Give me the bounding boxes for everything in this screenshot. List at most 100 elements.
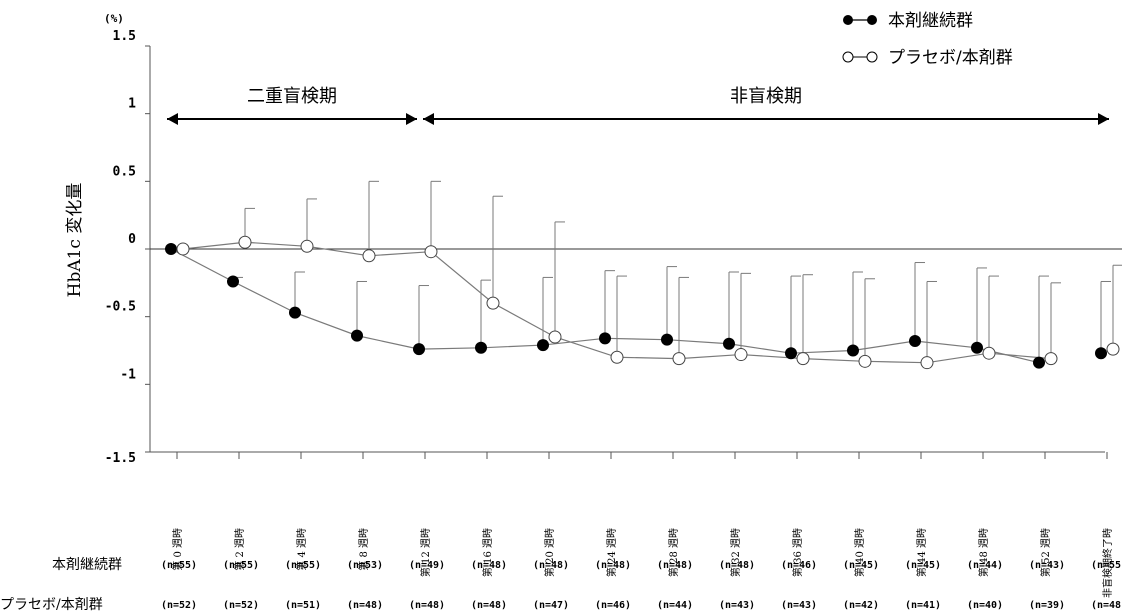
y-tick-label: 0 — [128, 232, 136, 247]
n-count: (n=48) — [595, 560, 631, 571]
x-tick-label: 第 32 週時 — [729, 528, 742, 577]
data-point-filled — [165, 243, 177, 255]
x-tick-label: 第 28 週時 — [667, 528, 680, 577]
data-point-filled — [909, 335, 921, 348]
n-count: (n=52) — [223, 600, 259, 611]
n-row-label-continuous: 本剤継続群 — [52, 556, 122, 573]
n-count: (n=48) — [409, 600, 445, 611]
legend-item-placebo: プラセボ/本剤群 — [842, 48, 1013, 68]
data-point-filled — [723, 337, 735, 350]
n-count: (n=51) — [285, 600, 321, 611]
x-tick-label: 第 4 週時 — [295, 528, 308, 571]
period-label: 非盲検期 — [730, 86, 802, 107]
y-tick-label: 0.5 — [113, 164, 136, 179]
n-count: (n=48) — [471, 600, 507, 611]
period-annotations: 二重盲検期 非盲検期 — [167, 86, 1109, 125]
data-point-filled — [1033, 356, 1045, 369]
n-count: (n=43) — [719, 600, 755, 611]
x-tick-label: 非盲検期終了時 — [1101, 528, 1114, 598]
x-tick-label: 第 16 週時 — [481, 528, 494, 577]
legend: 本剤継続群 プラセボ/本剤群 — [842, 11, 1013, 68]
x-tick-label: 第 48 週時 — [977, 528, 990, 577]
data-point-filled — [599, 332, 611, 345]
n-count: (n=48) — [471, 560, 507, 571]
data-point-open — [486, 296, 500, 310]
n-count: (n=40) — [967, 600, 1003, 611]
data-point-open — [1106, 342, 1120, 356]
x-tick-label: 第 40 週時 — [853, 528, 866, 577]
data-point-open — [176, 242, 190, 256]
y-tick-label: -1.5 — [105, 451, 136, 466]
legend-label-placebo: プラセボ/本剤群 — [888, 48, 1013, 68]
x-tick-label: 第 36 週時 — [791, 528, 804, 577]
data-point-open — [300, 239, 314, 253]
x-tick-label: 第 52 週時 — [1039, 528, 1052, 577]
period-arrowhead-right — [406, 113, 417, 125]
data-point-filled — [537, 339, 549, 352]
n-count: (n=48) — [657, 560, 693, 571]
error-bars — [232, 180, 1122, 363]
x-tick-label: 第 2 週時 — [233, 528, 246, 571]
n-count: (n=47) — [533, 600, 569, 611]
n-count: (n=55) — [161, 560, 197, 571]
data-point-open — [920, 356, 934, 370]
n-count: (n=39) — [1029, 600, 1065, 611]
legend-marker-open — [866, 51, 878, 63]
period-arrowhead-right — [1098, 113, 1109, 125]
data-point-open — [982, 346, 996, 360]
n-row-label-placebo: プラセボ/本剤群 — [0, 597, 103, 612]
data-point-open — [796, 352, 810, 366]
n-row-placebo: プラセボ/本剤群 — [0, 597, 103, 612]
n-count: (n=41) — [905, 600, 941, 611]
data-point-filled — [475, 341, 487, 354]
data-point-open — [362, 249, 376, 263]
legend-marker-filled — [843, 15, 853, 25]
n-count: (n=43) — [1029, 560, 1065, 571]
n-count: (n=48) — [347, 600, 383, 611]
x-tick-label: 第 24 週時 — [605, 528, 618, 577]
series-markers — [165, 235, 1120, 370]
legend-label-continuous: 本剤継続群 — [888, 11, 973, 31]
n-count: (n=52) — [161, 600, 197, 611]
n-count: (n=46) — [781, 560, 817, 571]
data-point-filled — [413, 343, 425, 356]
x-tick-label: 第 0 週時 — [171, 528, 184, 571]
data-point-filled — [847, 344, 859, 357]
period-arrowhead-left — [423, 113, 434, 125]
period-label: 二重盲検期 — [247, 86, 337, 107]
n-count: (n=48) — [719, 560, 755, 571]
n-count: (n=45) — [905, 560, 941, 571]
data-point-filled — [227, 275, 239, 288]
y-tick-label: -1 — [120, 367, 136, 382]
legend-marker-open — [842, 51, 854, 63]
data-point-open — [1044, 352, 1058, 366]
data-point-open — [610, 350, 624, 364]
data-point-filled — [289, 306, 301, 319]
x-tick-label: 第 8 週時 — [357, 528, 370, 571]
data-point-filled — [785, 347, 797, 360]
period-arrowhead-left — [167, 113, 178, 125]
n-count: (n=46) — [595, 600, 631, 611]
n-count: (n=42) — [843, 600, 879, 611]
data-point-open — [238, 235, 252, 249]
y-axis-label: HbA1c 変化量 — [65, 183, 85, 298]
data-point-open — [734, 348, 748, 362]
n-count: (n=55) — [1091, 560, 1122, 571]
x-tick-label: 第 12 週時 — [419, 528, 432, 577]
legend-marker-filled — [867, 15, 877, 25]
data-point-filled — [351, 329, 363, 342]
n-count: (n=55) — [223, 560, 259, 571]
data-point-open — [548, 330, 562, 344]
n-count: (n=44) — [657, 600, 693, 611]
data-point-filled — [661, 333, 673, 346]
x-tick-label: 第 20 週時 — [543, 528, 556, 577]
n-count: (n=44) — [967, 560, 1003, 571]
x-tick-label: 第 44 週時 — [915, 528, 928, 577]
n-row-continuous: 本剤継続群 — [52, 556, 122, 573]
data-point-open — [858, 354, 872, 368]
n-count: (n=48) — [533, 560, 569, 571]
n-count: (n=43) — [781, 600, 817, 611]
n-count: (n=53) — [347, 560, 383, 571]
data-point-filled — [1095, 347, 1107, 360]
